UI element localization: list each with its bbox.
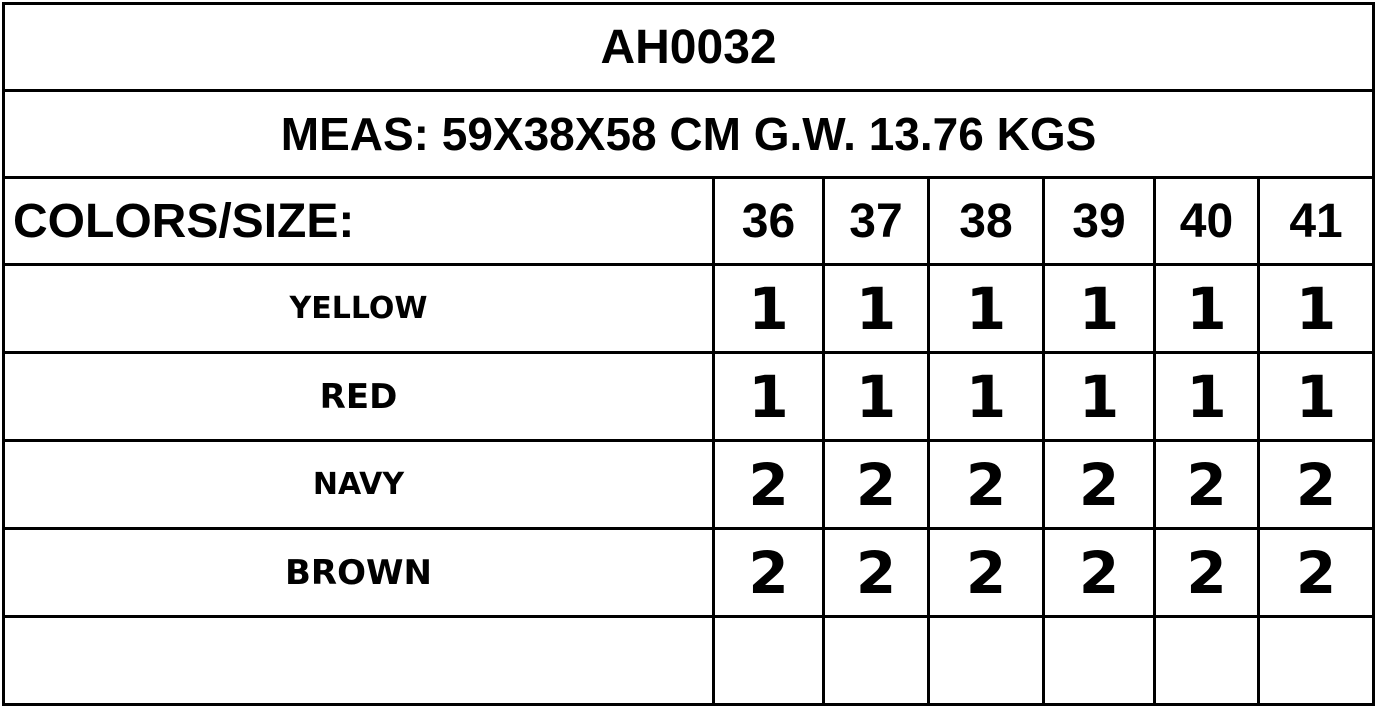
quantity-cell: 2 (927, 439, 1045, 530)
color-name: BROWN (2, 527, 715, 618)
size-header: 38 (927, 176, 1045, 266)
size-header: 36 (712, 176, 825, 266)
size-header: 39 (1042, 176, 1156, 266)
quantity-cell: 1 (712, 351, 825, 442)
quantity-cell: 1 (1153, 263, 1260, 354)
quantity-cell: 1 (1256, 263, 1376, 354)
quantity-cell: 1 (1042, 351, 1156, 442)
quantity-cell: 1 (927, 351, 1045, 442)
header-row: COLORS/SIZE: 36 37 38 39 40 41 (2, 176, 1376, 266)
quantity-cell: 2 (712, 439, 825, 530)
quantity-cell: 1 (927, 263, 1045, 354)
quantity-cell: 2 (1153, 439, 1260, 530)
color-name: YELLOW (2, 263, 715, 354)
quantity-cell: 1 (712, 263, 825, 354)
quantity-cell: 2 (927, 527, 1045, 618)
table-row: NAVY 2 2 2 2 2 2 (2, 439, 1376, 530)
article-title: AH0032 (1, 2, 1376, 92)
quantity-cell: 2 (712, 527, 825, 618)
quantity-cell: 1 (1153, 351, 1260, 442)
quantity-cell: 1 (1042, 263, 1156, 354)
size-header: 41 (1256, 176, 1376, 266)
quantity-cell: 2 (1153, 527, 1260, 618)
quantity-cell: 2 (1042, 439, 1156, 530)
quantity-cell: 1 (822, 351, 930, 442)
table-row: YELLOW 1 1 1 1 1 1 (2, 263, 1376, 354)
color-name: NAVY (2, 439, 715, 530)
table-row: RED 1 1 1 1 1 1 (2, 351, 1376, 442)
quantity-cell: 2 (1256, 439, 1376, 530)
table-row: BROWN 2 2 2 2 2 2 (2, 527, 1376, 618)
measurement-info: MEAS: 59X38X58 CM G.W. 13.76 KGS (1, 89, 1376, 179)
quantity-cell: 2 (1256, 527, 1376, 618)
size-header: 40 (1153, 176, 1260, 266)
size-header: 37 (822, 176, 930, 266)
quantity-cell: 1 (822, 263, 930, 354)
quantity-cell: 2 (822, 439, 930, 530)
colors-size-label: COLORS/SIZE: (2, 176, 715, 266)
quantity-cell: 2 (822, 527, 930, 618)
quantity-cell: 2 (1042, 527, 1156, 618)
color-name: RED (2, 351, 715, 442)
table-row-partial (2, 615, 1376, 706)
quantity-cell: 1 (1256, 351, 1376, 442)
